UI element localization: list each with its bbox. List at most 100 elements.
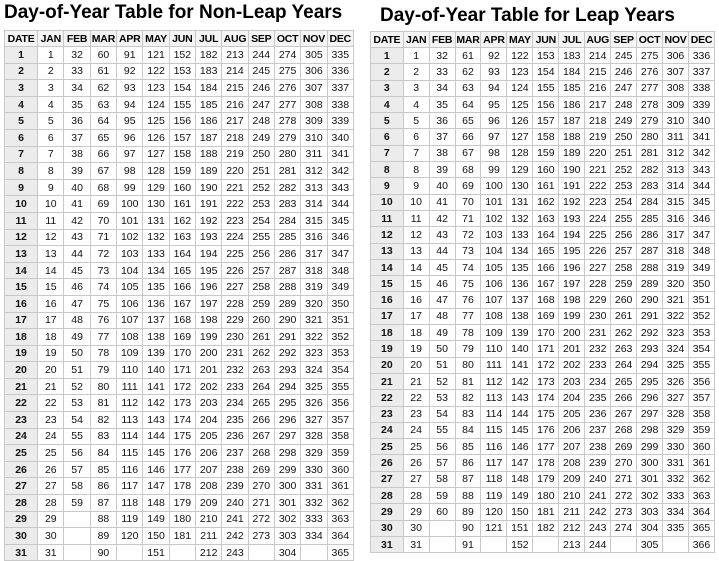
day-of-year-cell: 147 — [142, 477, 170, 496]
day-of-year-cell: 105 — [116, 278, 144, 296]
day-of-year-cell: 120 — [116, 527, 144, 545]
day-of-year-cell: 246 — [247, 79, 275, 97]
day-of-year-cell: 353 — [687, 324, 716, 342]
date-cell: 19 — [370, 340, 404, 358]
day-of-year-cell: 274 — [610, 519, 638, 537]
day-of-year-cell: 268 — [247, 444, 275, 462]
day-of-year-cell: 160 — [168, 178, 197, 197]
day-of-year-cell: 263 — [610, 340, 638, 358]
day-of-year-cell: 130 — [506, 177, 534, 195]
day-of-year-cell: 279 — [636, 112, 664, 130]
day-of-year-cell: 29 — [402, 503, 430, 521]
day-of-year-cell: 305 — [636, 535, 664, 554]
day-of-year-cell: 284 — [636, 193, 664, 211]
day-of-year-cell: 97 — [116, 145, 144, 164]
day-of-year-cell: 33 — [428, 63, 456, 81]
day-of-year-cell: 70 — [454, 193, 482, 211]
day-of-year-cell: 307 — [300, 79, 328, 97]
day-of-year-cell: 63 — [454, 79, 482, 97]
day-of-year-cell: 269 — [610, 438, 638, 456]
day-of-year-cell: 215 — [221, 79, 249, 97]
day-of-year-cell: 58 — [63, 477, 91, 496]
day-of-year-cell: 254 — [247, 211, 275, 230]
leap-year-table: DATE JAN FEB MAR APR MAY JUN JUL AUG SEP OCT NOV DEC… — [370, 31, 716, 554]
day-of-year-cell: 363 — [326, 510, 355, 529]
day-of-year-cell: 226 — [221, 261, 249, 280]
day-of-year-cell: 242 — [221, 527, 249, 545]
day-of-year-cell: 236 — [221, 427, 249, 446]
day-of-year-cell — [116, 543, 144, 561]
day-of-year-cell: 95 — [116, 112, 144, 130]
table-row: 29 29 60 89 120 150 181 211 242 273 303 334 364 — [370, 503, 716, 521]
day-of-year-cell: 132 — [506, 209, 534, 228]
day-of-year-cell: 240 — [584, 470, 612, 489]
day-of-year-cell: 228 — [584, 275, 612, 293]
day-of-year-cell: 255 — [610, 209, 638, 228]
day-of-year-cell: 148 — [142, 494, 170, 512]
day-of-year-cell: 13 — [402, 242, 430, 260]
day-of-year-cell: 93 — [480, 63, 508, 81]
date-cell: 5 — [3, 112, 39, 130]
table-row: 19 19 50 78 109 139 170 200 231 262 292 323 353 — [3, 344, 355, 363]
day-of-year-cell: 14 — [402, 258, 430, 277]
date-cell: 4 — [370, 95, 404, 114]
day-of-year-cell: 124 — [506, 79, 534, 97]
day-of-year-cell: 306 — [662, 46, 689, 65]
table-row: 19 19 50 79 110 140 171 201 232 263 293 324 354 — [370, 340, 716, 358]
day-of-year-cell: 221 — [221, 178, 249, 197]
day-of-year-cell: 46 — [63, 278, 91, 296]
day-of-year-cell: 251 — [247, 162, 275, 180]
day-of-year-cell: 239 — [221, 477, 249, 496]
day-of-year-cell: 152 — [168, 46, 197, 64]
table-row: 11 11 42 71 102 132 163 193 224 255 285 316 346 — [370, 209, 716, 228]
day-of-year-cell: 245 — [610, 46, 638, 65]
day-of-year-cell: 182 — [195, 46, 223, 64]
day-of-year-cell: 195 — [558, 242, 586, 260]
day-of-year-cell: 273 — [610, 503, 638, 521]
day-of-year-cell: 70 — [89, 211, 118, 230]
day-of-year-cell: 40 — [63, 178, 91, 197]
day-of-year-cell: 304 — [273, 543, 302, 561]
day-of-year-cell — [168, 543, 197, 561]
day-of-year-cell: 230 — [584, 307, 612, 326]
day-of-year-cell: 116 — [480, 438, 508, 456]
day-of-year-cell: 27 — [37, 477, 65, 496]
day-of-year-cell: 157 — [532, 112, 560, 130]
day-of-year-cell: 91 — [454, 535, 482, 554]
day-of-year-cell: 357 — [687, 389, 716, 407]
day-of-year-cell: 15 — [37, 278, 65, 296]
day-of-year-cell: 52 — [63, 377, 91, 396]
date-cell: 15 — [3, 278, 39, 296]
day-of-year-cell: 88 — [454, 487, 482, 505]
date-cell: 13 — [3, 245, 39, 263]
day-of-year-cell: 245 — [247, 62, 275, 81]
day-of-year-cell: 87 — [89, 494, 118, 512]
day-of-year-cell: 151 — [142, 543, 170, 561]
date-cell: 28 — [370, 487, 404, 505]
day-of-year-cell: 220 — [221, 162, 249, 180]
date-cell: 25 — [370, 438, 404, 456]
day-of-year-cell: 232 — [584, 340, 612, 358]
day-of-year-cell: 343 — [326, 178, 355, 197]
day-of-year-cell: 301 — [636, 470, 664, 489]
date-cell: 31 — [370, 535, 404, 554]
day-of-year-cell: 89 — [454, 503, 482, 521]
date-cell: 29 — [370, 503, 404, 521]
table-row: 6 6 37 66 97 127 158 188 219 250 280 311 341 — [370, 128, 716, 146]
day-of-year-cell: 201 — [195, 361, 223, 379]
day-of-year-cell: 57 — [63, 460, 91, 479]
day-of-year-cell: 92 — [116, 62, 144, 81]
day-of-year-cell: 229 — [221, 311, 249, 330]
day-of-year-cell: 213 — [558, 535, 586, 554]
day-of-year-cell: 11 — [402, 209, 430, 228]
day-of-year-cell: 4 — [37, 95, 65, 114]
day-of-year-cell: 189 — [558, 144, 586, 163]
table-body: 1 1 32 61 92 122 153 183 214 245 275 306 336 2 2 33 62 93… — [370, 46, 716, 554]
day-of-year-cell: 115 — [116, 444, 144, 462]
day-of-year-cell: 268 — [610, 421, 638, 440]
date-cell: 20 — [3, 361, 39, 379]
day-of-year-cell: 59 — [63, 494, 91, 512]
day-of-year-cell — [300, 543, 328, 561]
day-of-year-cell: 345 — [326, 211, 355, 230]
day-of-year-cell: 12 — [402, 226, 430, 244]
